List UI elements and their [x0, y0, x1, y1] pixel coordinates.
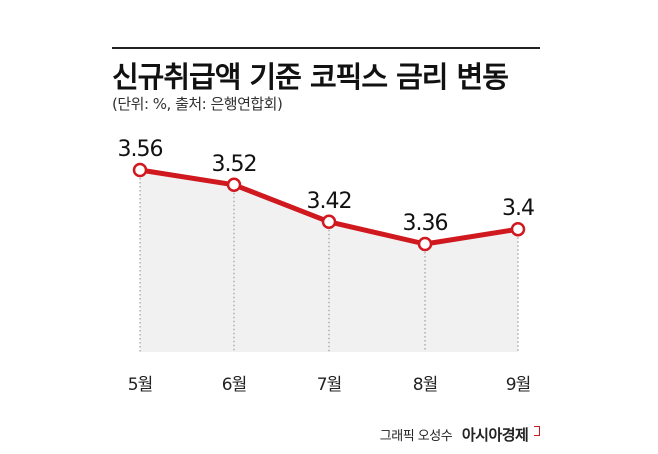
x-tick-label-5: 9월	[506, 375, 530, 395]
chart-subtitle: (단위: %, 출처: 은행연합회)	[112, 95, 283, 113]
data-point-3	[321, 214, 337, 230]
brand-name: 아시아경제	[461, 426, 529, 444]
x-tick-label-4: 8월	[413, 375, 437, 395]
data-point-5	[510, 221, 526, 237]
value-label-5: 3.4	[502, 196, 534, 221]
value-label-1: 3.56	[118, 137, 163, 162]
brand-logo-mark	[534, 426, 540, 436]
chart-title: 신규취급액 기준 코픽스 금리 변동	[112, 60, 509, 94]
value-label-4: 3.36	[403, 211, 448, 236]
x-tick-label-2: 6월	[222, 375, 246, 395]
x-tick-label-1: 5월	[128, 375, 152, 395]
x-tick-label-3: 7월	[317, 375, 341, 395]
data-point-4	[417, 236, 433, 252]
graphic-credit: 그래픽 오성수	[379, 429, 453, 444]
data-point-2	[226, 177, 242, 193]
value-label-2: 3.52	[212, 152, 257, 177]
credit-line: 그래픽 오성수 아시아경제	[380, 424, 540, 445]
data-point-1	[132, 162, 148, 178]
title-rule	[112, 47, 540, 49]
value-label-3: 3.42	[307, 189, 352, 214]
area-fill	[140, 170, 518, 352]
